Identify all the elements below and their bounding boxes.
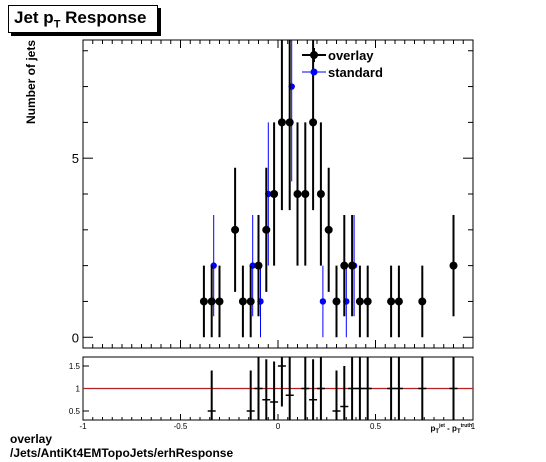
overlay-point — [301, 190, 310, 198]
overlay-point — [355, 297, 364, 306]
overlay-point — [340, 261, 349, 270]
overlay-point — [348, 261, 357, 270]
ratio-points — [207, 357, 458, 420]
ratio-axes: -1 -0.5 0 0.5 1 0.5 1 1.5 — [69, 362, 476, 431]
y-axis-label: Number of jets — [24, 40, 38, 124]
overlay-point — [254, 261, 263, 270]
overlay-point — [293, 190, 302, 198]
overlay-point — [199, 297, 208, 306]
legend-marker-overlay — [310, 51, 318, 59]
standard-point — [319, 298, 327, 305]
overlay-point — [309, 118, 318, 127]
ratio-y-tick-label: 0.5 — [69, 407, 81, 416]
legend: overlay standard — [302, 48, 383, 80]
legend-label-overlay: overlay — [328, 48, 374, 63]
x-tick-label: 0.5 — [370, 422, 382, 431]
x-axis-label: pTjet - pTtruth — [431, 423, 472, 435]
overlay-point — [215, 297, 224, 306]
footer-line-1: overlay — [10, 432, 53, 446]
legend-marker-standard — [310, 68, 318, 76]
overlay-point — [387, 297, 396, 306]
x-tick-label: -1 — [79, 422, 87, 431]
chart-title: Jet pT Response — [14, 8, 147, 31]
overlay-point — [277, 118, 286, 127]
main-points — [199, 40, 458, 338]
overlay-point — [238, 297, 247, 306]
overlay-point — [285, 118, 294, 127]
overlay-point — [207, 297, 216, 306]
overlay-point — [262, 225, 271, 234]
overlay-point — [246, 297, 255, 306]
overlay-point — [324, 225, 333, 234]
ratio-y-tick-label: 1 — [76, 385, 81, 394]
chart-title-box: Jet pT Response — [8, 5, 158, 33]
overlay-point — [418, 297, 427, 306]
overlay-point — [394, 297, 403, 306]
main-axes: 05 — [72, 40, 474, 348]
overlay-point — [231, 225, 240, 234]
overlay-point — [449, 261, 458, 270]
x-tick-label: -0.5 — [174, 422, 188, 431]
ratio-y-tick-label: 1.5 — [69, 362, 81, 371]
y-tick-label: 5 — [72, 151, 79, 166]
overlay-point — [316, 190, 325, 198]
overlay-point — [363, 297, 372, 306]
legend-label-standard: standard — [328, 65, 383, 80]
footer-line-2: /Jets/AntiKt4EMTopoJets/erhResponse — [10, 446, 234, 460]
x-tick-label: 0 — [276, 422, 281, 431]
x-tick-label: 1 — [471, 422, 476, 431]
overlay-point — [332, 297, 341, 306]
overlay-point — [270, 190, 279, 198]
y-tick-label: 0 — [72, 330, 79, 345]
